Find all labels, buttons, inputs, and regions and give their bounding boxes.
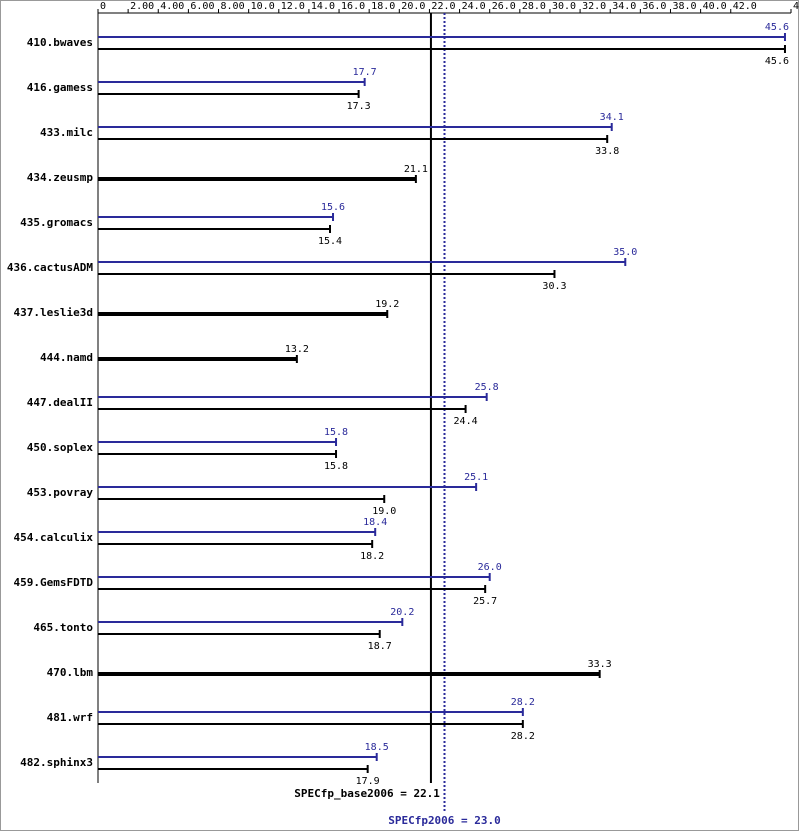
category-label: 481.wrf [47,711,93,724]
value-label: 18.5 [365,742,389,753]
x-tick-label: 10.0 [251,1,275,12]
value-label: 15.8 [324,461,348,472]
x-tick-label: 40.0 [703,1,727,12]
category-label: 416.gamess [27,81,93,94]
category-label: 453.povray [27,486,94,499]
value-label: 18.2 [360,551,384,562]
value-label: 24.4 [454,416,478,427]
x-tick-label: 22.0 [431,1,455,12]
x-tick-label: 38.0 [672,1,696,12]
value-label: 15.6 [321,202,345,213]
x-tick-label: 42.0 [733,1,757,12]
value-label: 19.2 [375,299,399,310]
x-tick-label: 20.0 [401,1,425,12]
reference-label: SPECfp_base2006 = 22.1 [294,787,440,800]
category-label: 433.milc [40,126,93,139]
value-label: 35.0 [613,247,637,258]
value-label: 13.2 [285,344,309,355]
value-label: 17.9 [356,776,380,787]
category-label: 436.cactusADM [7,261,93,274]
category-label: 470.lbm [47,666,94,679]
x-tick-label: 4.00 [160,1,184,12]
value-label: 25.7 [473,596,497,607]
x-tick-label: 36.0 [642,1,666,12]
value-label: 28.2 [511,697,535,708]
x-tick-label: 0 [100,1,106,12]
category-label: 437.leslie3d [14,306,93,319]
value-label: 45.6 [765,22,789,33]
value-label: 33.3 [588,659,612,670]
x-tick-label: 12.0 [281,1,305,12]
value-label: 20.2 [390,607,414,618]
value-label: 34.1 [600,112,624,123]
value-label: 28.2 [511,731,535,742]
value-label: 25.1 [464,472,488,483]
value-label: 25.8 [475,382,499,393]
x-tick-label: 14.0 [311,1,335,12]
x-tick-label: 34.0 [612,1,636,12]
category-label: 454.calculix [14,531,94,544]
x-tick-label: 26.0 [492,1,516,12]
category-label: 459.GemsFDTD [14,576,94,589]
value-label: 18.7 [368,641,392,652]
category-label: 465.tonto [33,621,93,634]
x-tick-label: 32.0 [582,1,606,12]
x-tick-label: 46.0 [793,1,799,12]
category-label: 410.bwaves [27,36,93,49]
value-label: 15.4 [318,236,342,247]
value-label: 15.8 [324,427,348,438]
category-label: 450.soplex [27,441,94,454]
x-tick-label: 24.0 [462,1,486,12]
reference-label: SPECfp2006 = 23.0 [388,814,501,827]
x-tick-label: 28.0 [522,1,546,12]
category-label: 482.sphinx3 [20,756,93,769]
x-tick-label: 2.00 [130,1,154,12]
category-label: 435.gromacs [20,216,93,229]
x-tick-label: 30.0 [552,1,576,12]
category-label: 434.zeusmp [27,171,94,184]
value-label: 21.1 [404,164,428,175]
category-label: 447.dealII [27,396,93,409]
value-label: 17.3 [347,101,371,112]
value-label: 30.3 [542,281,566,292]
x-tick-label: 6.00 [190,1,214,12]
x-tick-label: 8.00 [221,1,245,12]
value-label: 17.7 [353,67,377,78]
value-label: 45.6 [765,56,789,67]
value-label: 33.8 [595,146,619,157]
category-label: 444.namd [40,351,93,364]
value-label: 26.0 [478,562,502,573]
value-label: 19.0 [372,506,396,517]
x-tick-label: 16.0 [341,1,365,12]
value-label: 18.4 [363,517,387,528]
x-tick-label: 18.0 [371,1,395,12]
